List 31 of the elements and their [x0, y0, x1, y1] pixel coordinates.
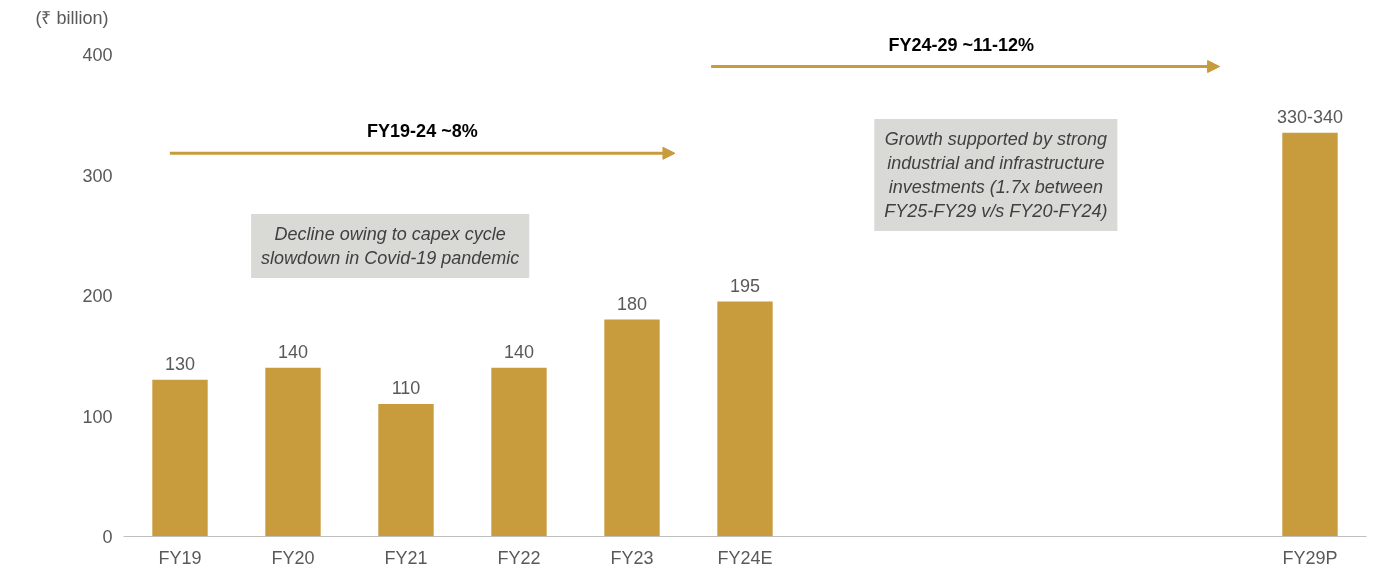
- y-tick-label: 300: [82, 165, 113, 186]
- x-tick-label: FY22: [497, 547, 541, 568]
- data-label: 140: [277, 341, 309, 362]
- x-tick-label: FY19: [158, 547, 202, 568]
- data-label: 330-340: [1276, 106, 1344, 127]
- data-label: 195: [729, 275, 761, 296]
- y-tick-label: 200: [82, 286, 113, 306]
- bar: [604, 319, 660, 537]
- x-tick-label: FY24E: [717, 547, 773, 568]
- y-tick-label: 0: [102, 527, 113, 547]
- x-tick-label: FY21: [384, 547, 428, 568]
- y-tick-label: 400: [82, 45, 113, 65]
- data-label: 180: [616, 293, 648, 314]
- data-label: 130: [164, 353, 196, 374]
- data-label: 110: [391, 377, 421, 398]
- bar: [265, 367, 321, 537]
- text: FY24-29 ~11-12%: [888, 34, 1035, 55]
- x-tick-label: FY29P: [1282, 547, 1338, 568]
- annotation: FY19-24 ~8%: [367, 121, 478, 142]
- bar: [491, 367, 547, 537]
- x-tick-label: FY23: [610, 547, 654, 568]
- y-axis-title: (₹ billion): [35, 7, 109, 28]
- y-tick-label: 100: [82, 406, 113, 427]
- x-tick-label: FY20: [271, 547, 315, 568]
- bar: [717, 301, 773, 537]
- bar: [152, 379, 208, 537]
- annotation: Decline owing to capex cycle slowdown in Covid-19 pandemic: [261, 224, 520, 269]
- bar: [1282, 132, 1338, 537]
- data-label: 140: [503, 341, 535, 362]
- bar: [378, 403, 434, 537]
- annotation: Growth supported by strong industrial and infrastructure investments (1.7x between FY25-FY29 v/s FY20-FY24): [884, 129, 1108, 221]
